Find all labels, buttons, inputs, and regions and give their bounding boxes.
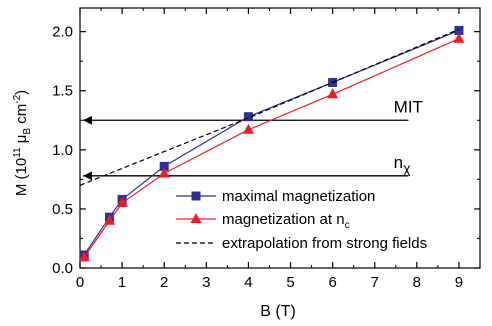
data-point-square (191, 191, 201, 201)
data-point-triangle (453, 32, 465, 43)
y-tick-label: 2.0 (52, 24, 73, 41)
plot-frame (79, 7, 481, 269)
x-tick-label: 6 (328, 274, 336, 291)
x-tick-label: 7 (371, 274, 379, 291)
annotation-label-sub: χ (403, 160, 411, 176)
legend: maximal magnetization magnetization at nc… (176, 188, 427, 252)
y-tick-label: 1.0 (52, 142, 73, 159)
data-point-square (243, 112, 253, 122)
legend-label: extrapolation from strong fields (222, 235, 427, 252)
legend-label-text: magnetization at n (222, 211, 345, 228)
data-point-triangle (327, 88, 339, 99)
x-tick-label: 9 (455, 274, 463, 291)
legend-label: maximal magnetization (222, 188, 375, 205)
annotation-label-main: MIT (394, 97, 423, 116)
x-tick-label: 1 (118, 274, 126, 291)
y-tick-label: 0.5 (52, 201, 73, 218)
x-tick-label: 4 (244, 274, 252, 291)
legend-label: magnetization at nc (222, 211, 350, 231)
data-point-square (159, 161, 169, 171)
legend-label-text: extrapolation from strong fields (222, 235, 427, 252)
x-tick-label: 3 (202, 274, 210, 291)
legend-item: maximal magnetization (176, 188, 375, 205)
annotation-arrows: MIT nχ (83, 97, 423, 181)
data-point-triangle (78, 251, 90, 262)
data-point-triangle (242, 123, 254, 134)
x-tick-label: 2 (160, 274, 168, 291)
data-point-triangle (103, 214, 115, 225)
y-tick-label: 0.0 (52, 260, 73, 277)
series-line (79, 28, 460, 186)
x-tick-label: 8 (413, 274, 421, 291)
data-point-square (454, 25, 464, 35)
annotation-label: nχ (394, 153, 411, 176)
y-tick-label: 1.5 (52, 83, 73, 100)
legend-item: extrapolation from strong fields (176, 235, 427, 252)
data-series (78, 25, 465, 262)
x-axis-label: B (T) (260, 303, 296, 320)
x-tick-label: 5 (286, 274, 294, 291)
series-2 (79, 28, 460, 186)
legend-label-text: maximal magnetization (222, 188, 375, 205)
y-axis-label: M (1011 μB cm-2) (12, 90, 33, 196)
legend-item: magnetization at nc (176, 211, 350, 231)
data-point-triangle (116, 197, 128, 207)
series-1 (78, 32, 465, 262)
data-point-triangle (158, 167, 170, 178)
x-tick-label: 0 (76, 274, 84, 291)
annotation-label: MIT (394, 97, 423, 116)
annotation-label-main: n (394, 153, 403, 172)
legend-label-sub: c (345, 220, 350, 231)
plot-axes: 0 1 2 3 4 5 6 7 8 9 0.0 0.5 1.0 1.5 2.0 (52, 7, 481, 291)
data-point-triangle (190, 213, 202, 223)
